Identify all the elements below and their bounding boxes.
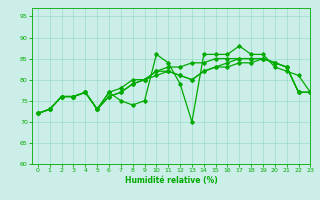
X-axis label: Humidité relative (%): Humidité relative (%) (125, 176, 218, 185)
